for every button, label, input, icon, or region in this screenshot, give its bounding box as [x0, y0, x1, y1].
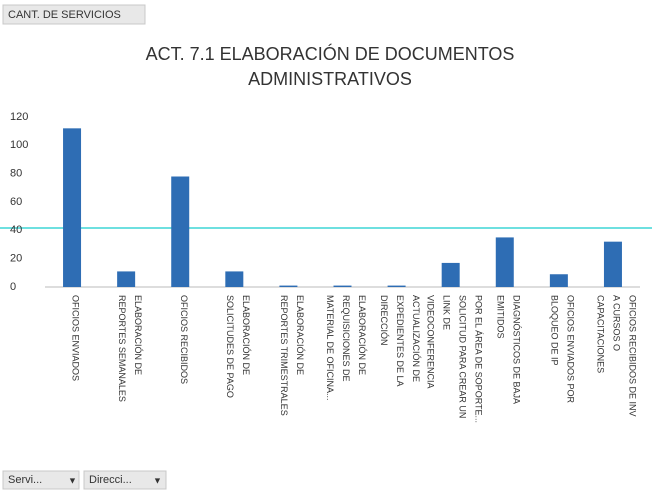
x-tick-label: CAPACITACIONES	[596, 295, 606, 373]
x-tick-label: OFICIOS ENVIADOS	[71, 295, 81, 381]
filter-button[interactable]	[83, 470, 167, 490]
filter-button[interactable]	[2, 470, 80, 490]
y-tick-label: 60	[10, 196, 22, 208]
bar	[117, 271, 136, 287]
x-tick-label: LINK DE	[441, 295, 451, 330]
bar	[279, 285, 298, 287]
x-tick-label: EMITIDOS	[495, 295, 505, 339]
x-tick-label: A CURSOS O	[612, 295, 622, 351]
y-tick-label: 20	[10, 253, 22, 265]
y-tick-label: 0	[10, 281, 16, 293]
bar	[333, 285, 352, 287]
y-tick-label: 40	[10, 224, 22, 236]
chart-title: ADMINISTRATIVOS	[248, 69, 412, 89]
x-tick-label: ELABORACIÓN DE	[295, 295, 305, 375]
x-tick-label: REPORTES SEMANALES	[117, 295, 127, 402]
field-button[interactable]	[2, 4, 146, 25]
x-tick-label: ACTUALIZACIÓN DE	[411, 295, 421, 382]
x-tick-label: REPORTES TRIMESTRALES	[279, 295, 289, 416]
bar	[387, 285, 406, 287]
bar	[549, 274, 568, 287]
x-tick-label: EXPEDIENTES DE LA	[395, 295, 405, 387]
filter-label: Servi...	[8, 474, 42, 486]
x-tick-label: SOLICITUDES DE PAGO	[225, 295, 235, 398]
x-tick-label: OFICIOS RECIBIDOS DE INV	[628, 295, 638, 417]
x-tick-label: OFICIOS ENVIADOS POR	[565, 295, 575, 404]
bar	[603, 241, 622, 287]
x-tick-label: DIAGNÓSTICOS DE BAJA	[511, 295, 521, 404]
y-tick-label: 100	[10, 139, 28, 151]
chart-title: ACT. 7.1 ELABORACIÓN DE DOCUMENTOS	[146, 43, 515, 64]
bar	[171, 176, 190, 287]
x-tick-label: OFICIOS RECIBIDOS	[179, 295, 189, 384]
x-tick-label: ELABORACIÓN DE	[241, 295, 251, 375]
filter-label: Direcci...	[89, 474, 132, 486]
bar	[441, 262, 460, 287]
x-tick-label: DIRECCIÓN	[379, 295, 389, 346]
filter-arrow: ▼	[68, 475, 77, 485]
y-tick-label: 80	[10, 168, 22, 180]
x-tick-label: REQUISICIONES DE	[341, 295, 351, 382]
bar	[225, 271, 244, 287]
field-button-label: CANT. DE SERVICIOS	[8, 9, 121, 21]
x-tick-label: BLOQUEO DE IP	[549, 295, 559, 366]
x-tick-label: VIDEOCONFERENCIA	[425, 295, 435, 389]
filter-arrow: ▼	[153, 475, 162, 485]
bar	[495, 237, 514, 287]
x-tick-label: POR EL ÁREA DE SOPORTE...	[473, 295, 483, 423]
x-tick-label: ELABORACIÓN DE	[357, 295, 367, 375]
y-tick-label: 120	[10, 111, 28, 123]
bar	[63, 128, 82, 287]
x-tick-label: ELABORACIÓN DE	[133, 295, 143, 375]
x-tick-label: SOLICITUD PARA CREAR UN	[457, 295, 467, 418]
x-tick-label: MATERIAL DE OFICINA...	[325, 295, 335, 401]
